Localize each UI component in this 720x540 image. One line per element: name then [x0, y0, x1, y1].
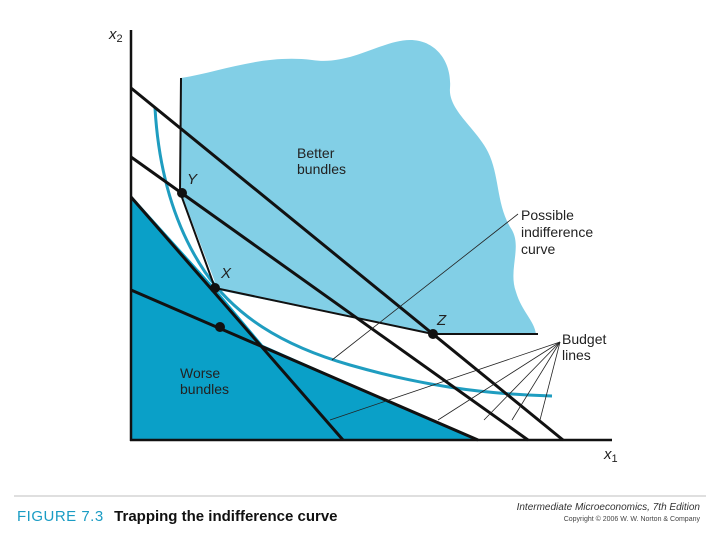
- figure-caption: FIGURE 7.3 Trapping the indifference cur…: [17, 508, 338, 525]
- copyright-notice: Copyright © 2006 W. W. Norton & Company: [564, 515, 701, 523]
- point-z: [428, 329, 438, 339]
- worse-bundles-label: Worse bundles: [180, 365, 229, 397]
- budget-annotation: Budget lines: [562, 331, 610, 363]
- worse-bundles-region: [131, 195, 478, 440]
- point-x-label: X: [220, 265, 232, 282]
- budget-line-outer: [130, 86, 564, 442]
- budget-line-middle: [130, 155, 529, 442]
- figure-title: Trapping the indifference curve: [114, 508, 337, 525]
- figure-number: FIGURE 7.3: [17, 508, 104, 525]
- budget-line-shallow: [130, 288, 479, 442]
- book-title: Intermediate Microeconomics, 7th Edition: [517, 502, 701, 513]
- budget-leaders: [329, 341, 561, 421]
- y-axis-label: x2: [108, 26, 123, 45]
- point-y: [177, 188, 187, 198]
- point-budget-tangent: [215, 322, 225, 332]
- indifference-annotation: Possible indifference curve: [521, 207, 597, 257]
- better-bundles-region: [180, 40, 536, 334]
- point-z-label: Z: [436, 312, 447, 329]
- point-x: [210, 283, 220, 293]
- indifference-leader: [331, 213, 519, 361]
- budget-line-steep: [129, 196, 345, 441]
- better-bundles-label: Better bundles: [297, 145, 346, 177]
- point-y-label: Y: [187, 171, 198, 188]
- x-axis-label: x1: [603, 446, 618, 465]
